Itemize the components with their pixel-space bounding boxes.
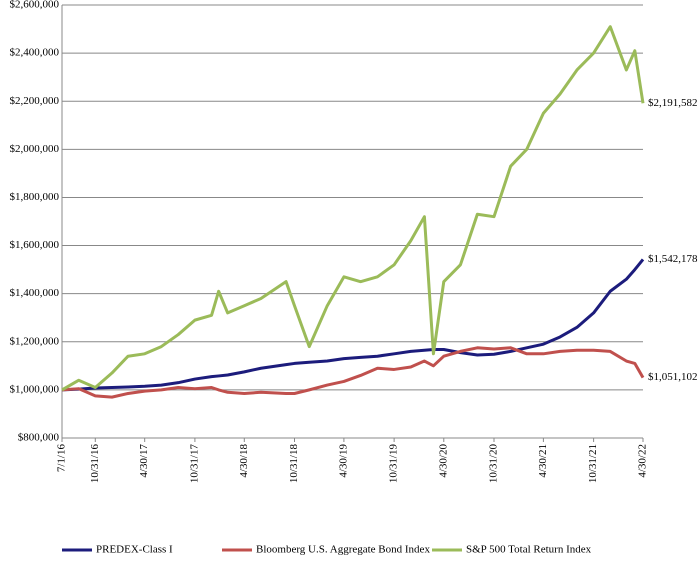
x-tick-label: 4/30/22 [637,444,649,478]
y-tick-label: $1,400,000 [10,287,60,299]
x-tick-label: 10/31/16 [89,444,101,484]
y-tick-label: $1,600,000 [10,239,60,251]
x-tick-label: 10/31/18 [288,444,300,484]
x-tick-label: 4/30/19 [337,444,349,478]
x-tick-label: 10/31/17 [188,444,200,484]
x-tick-label: 4/30/18 [238,444,250,478]
y-tick-label: $800,000 [18,432,60,444]
x-tick-label: 4/30/20 [437,444,449,478]
legend-label: Bloomberg U.S. Aggregate Bond Index [256,544,430,556]
y-tick-label: $1,000,000 [10,383,60,395]
x-tick-label: 10/31/20 [488,444,500,484]
x-tick-label: 7/1/16 [56,444,68,473]
series-line [61,258,645,392]
y-tick-label: $1,200,000 [10,335,60,347]
y-tick-label: $1,800,000 [10,191,60,203]
end-label: $2,191,582 [648,97,698,109]
y-tick-label: $2,400,000 [10,47,60,59]
legend-label: PREDEX-Class I [96,544,173,556]
series-line [61,25,645,392]
x-tick-label: 4/30/21 [537,444,549,478]
x-tick-label: 10/31/19 [388,444,400,484]
y-tick-label: $2,000,000 [10,143,60,155]
x-tick-label: 10/31/21 [587,444,599,483]
legend-label: S&P 500 Total Return Index [466,544,592,556]
y-tick-label: $2,600,000 [10,0,60,11]
x-tick-label: 4/30/17 [138,444,150,478]
series-line [61,346,645,399]
end-label: $1,542,178 [648,253,698,265]
y-tick-label: $2,200,000 [10,95,60,107]
end-label: $1,051,102 [648,371,698,383]
